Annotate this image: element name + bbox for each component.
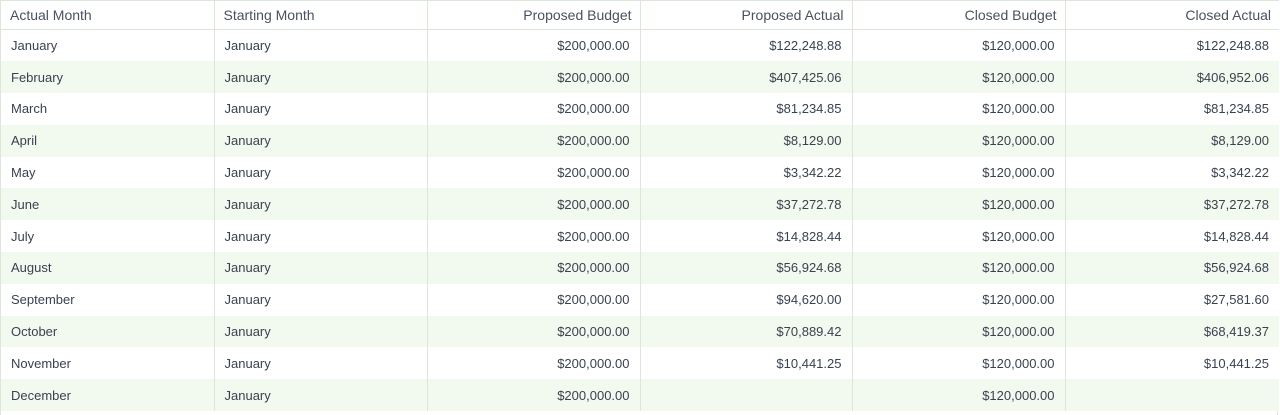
cell-proposed-budget: $200,000.00 <box>427 61 641 94</box>
table-row[interactable]: December January $200,000.00 $120,000.00 <box>1 379 1279 412</box>
cell-starting-month: January <box>214 379 428 412</box>
cell-closed-actual: $10,441.25 <box>1065 347 1279 380</box>
cell-starting-month: January <box>214 315 428 348</box>
table-row[interactable]: October January $200,000.00 $70,889.42 $120,… <box>1 315 1279 348</box>
cell-starting-month: January <box>214 29 428 62</box>
cell-starting-month: January <box>214 283 428 316</box>
table-row[interactable]: November January $200,000.00 $10,441.25 $120… <box>1 347 1279 380</box>
table-row[interactable]: March January $200,000.00 $81,234.85 $120,00… <box>1 93 1279 125</box>
cell-actual-month: October <box>1 315 215 348</box>
cell-closed-actual: $8,129.00 <box>1065 124 1279 157</box>
cell-starting-month: January <box>214 220 428 253</box>
cell-proposed-budget: $200,000.00 <box>427 252 641 284</box>
cell-proposed-budget: $200,000.00 <box>427 93 641 125</box>
cell-proposed-budget: $200,000.00 <box>427 379 641 412</box>
cell-starting-month: January <box>214 347 428 380</box>
cell-starting-month: January <box>214 61 428 94</box>
column-header-starting-month[interactable]: Starting Month <box>214 0 428 30</box>
cell-closed-actual: $3,342.22 <box>1065 156 1279 189</box>
cell-closed-budget: $120,000.00 <box>852 156 1066 189</box>
cell-starting-month: January <box>214 156 428 189</box>
cell-closed-actual: $68,419.37 <box>1065 315 1279 348</box>
cell-proposed-actual: $14,828.44 <box>640 220 853 253</box>
cell-proposed-budget: $200,000.00 <box>427 156 641 189</box>
column-header-proposed-budget[interactable]: Proposed Budget <box>427 0 641 30</box>
cell-proposed-actual: $3,342.22 <box>640 156 853 189</box>
cell-closed-budget: $120,000.00 <box>852 188 1066 221</box>
cell-starting-month: January <box>214 252 428 284</box>
cell-actual-month: July <box>1 220 215 253</box>
cell-proposed-budget: $200,000.00 <box>427 29 641 62</box>
cell-closed-budget: $120,000.00 <box>852 220 1066 253</box>
cell-closed-actual: $56,924.68 <box>1065 252 1279 284</box>
cell-proposed-budget: $200,000.00 <box>427 124 641 157</box>
cell-closed-budget: $120,000.00 <box>852 252 1066 284</box>
cell-actual-month: December <box>1 379 215 412</box>
cell-proposed-budget: $200,000.00 <box>427 220 641 253</box>
header-row: Actual Month Starting Month Proposed Budge… <box>1 0 1279 30</box>
cell-actual-month: September <box>1 283 215 316</box>
table-row[interactable]: May January $200,000.00 $3,342.22 $120,000.0… <box>1 156 1279 189</box>
table-row[interactable]: June January $200,000.00 $37,272.78 $120,000… <box>1 188 1279 221</box>
cell-closed-budget: $120,000.00 <box>852 124 1066 157</box>
cell-closed-actual: $37,272.78 <box>1065 188 1279 221</box>
cell-proposed-actual: $56,924.68 <box>640 252 853 284</box>
cell-actual-month: February <box>1 61 215 94</box>
cell-closed-actual: $14,828.44 <box>1065 220 1279 253</box>
cell-closed-budget: $120,000.00 <box>852 379 1066 412</box>
cell-closed-actual: $122,248.88 <box>1065 29 1279 62</box>
cell-starting-month: January <box>214 188 428 221</box>
cell-closed-budget: $120,000.00 <box>852 283 1066 316</box>
cell-proposed-budget: $200,000.00 <box>427 188 641 221</box>
cell-closed-budget: $120,000.00 <box>852 347 1066 380</box>
table-body: January January $200,000.00 $122,248.88 $120… <box>1 29 1279 412</box>
cell-closed-actual: $27,581.60 <box>1065 283 1279 316</box>
cell-actual-month: November <box>1 347 215 380</box>
cell-proposed-actual: $407,425.06 <box>640 61 853 94</box>
cell-starting-month: January <box>214 93 428 125</box>
column-header-proposed-actual[interactable]: Proposed Actual <box>640 0 853 30</box>
cell-closed-actual: $406,952.06 <box>1065 61 1279 94</box>
cell-proposed-actual <box>640 379 853 412</box>
cell-proposed-actual: $37,272.78 <box>640 188 853 221</box>
table-header: Actual Month Starting Month Proposed Budge… <box>1 0 1279 30</box>
cell-closed-budget: $120,000.00 <box>852 29 1066 62</box>
table-row[interactable]: July January $200,000.00 $14,828.44 $120,000… <box>1 220 1279 253</box>
cell-proposed-actual: $10,441.25 <box>640 347 853 380</box>
cell-proposed-actual: $81,234.85 <box>640 93 853 125</box>
cell-starting-month: January <box>214 124 428 157</box>
table-row[interactable]: September January $200,000.00 $94,620.00 $12… <box>1 283 1279 316</box>
cell-actual-month: June <box>1 188 215 221</box>
cell-closed-budget: $120,000.00 <box>852 61 1066 94</box>
table-row[interactable]: April January $200,000.00 $8,129.00 $120,000… <box>1 124 1279 157</box>
cell-proposed-actual: $8,129.00 <box>640 124 853 157</box>
cell-closed-actual <box>1065 379 1279 412</box>
column-header-closed-budget[interactable]: Closed Budget <box>852 0 1066 30</box>
cell-actual-month: January <box>1 29 215 62</box>
cell-actual-month: August <box>1 252 215 284</box>
cell-proposed-actual: $122,248.88 <box>640 29 853 62</box>
cell-proposed-budget: $200,000.00 <box>427 315 641 348</box>
cell-actual-month: May <box>1 156 215 189</box>
cell-closed-budget: $120,000.00 <box>852 93 1066 125</box>
table-row[interactable]: January January $200,000.00 $122,248.88 $120… <box>1 29 1279 62</box>
cell-proposed-actual: $70,889.42 <box>640 315 853 348</box>
cell-proposed-budget: $200,000.00 <box>427 283 641 316</box>
cell-proposed-actual: $94,620.00 <box>640 283 853 316</box>
cell-closed-actual: $81,234.85 <box>1065 93 1279 125</box>
cell-actual-month: March <box>1 93 215 125</box>
table-row[interactable]: February January $200,000.00 $407,425.06 $12… <box>1 61 1279 94</box>
cell-closed-budget: $120,000.00 <box>852 315 1066 348</box>
cell-proposed-budget: $200,000.00 <box>427 347 641 380</box>
table-row[interactable]: August January $200,000.00 $56,924.68 $120,0… <box>1 252 1279 284</box>
column-header-closed-actual[interactable]: Closed Actual <box>1065 0 1279 30</box>
cell-actual-month: April <box>1 124 215 157</box>
column-header-actual-month[interactable]: Actual Month <box>1 0 215 30</box>
